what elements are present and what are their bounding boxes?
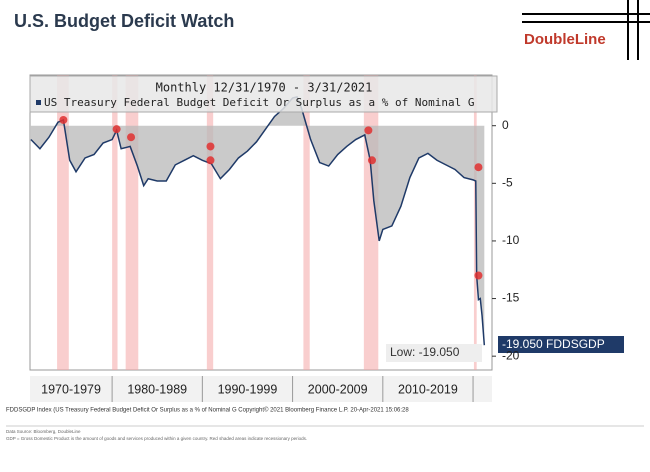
chart-title: U.S. Budget Deficit Watch xyxy=(14,11,234,31)
low-label: Low: -19.050 xyxy=(390,345,460,359)
y-tick-label: 0 xyxy=(502,118,509,132)
recession-band xyxy=(57,75,69,370)
legend-box xyxy=(29,75,498,113)
low-box xyxy=(386,344,482,362)
marker xyxy=(474,163,483,172)
x-tick-label: 1980-1989 xyxy=(127,382,187,396)
logo: DoubleLine xyxy=(524,31,606,48)
source: Data Source: Bloomberg, DoubleLine xyxy=(6,429,81,434)
y-tick-label: -10 xyxy=(502,233,520,247)
legend-item: US Treasury Federal Budget Deficit Or Su… xyxy=(44,96,474,109)
recession-band xyxy=(125,75,139,370)
last-label: -19.050 FDDSGDP xyxy=(502,337,605,351)
x-tick-label: 2010-2019 xyxy=(398,382,458,396)
x-axis-band xyxy=(30,376,492,402)
marker xyxy=(127,133,136,142)
y-tick-label: -5 xyxy=(502,175,513,189)
marker xyxy=(112,125,121,134)
recession-band xyxy=(112,75,118,370)
x-tick-label: 1990-1999 xyxy=(218,382,278,396)
plot-area xyxy=(29,74,493,371)
last-box xyxy=(498,336,624,353)
marker xyxy=(367,156,376,165)
marker xyxy=(206,142,215,151)
x-tick-label: 2000-2009 xyxy=(308,382,368,396)
note: GDP = Gross Domestic Product is the amou… xyxy=(6,436,307,441)
y-tick-label: -20 xyxy=(502,348,520,362)
marker xyxy=(364,126,373,135)
legend-header: Monthly 12/31/1970 - 3/31/2021 xyxy=(156,81,373,95)
footer: FDDSGDP Index (US Treasury Federal Budge… xyxy=(6,407,409,414)
x-tick-label: 1970-1979 xyxy=(41,382,101,396)
y-tick-label: -15 xyxy=(502,291,520,305)
marker xyxy=(206,156,215,165)
recession-band xyxy=(303,75,310,370)
legend-swatch xyxy=(36,100,41,105)
marker xyxy=(474,271,483,280)
marker xyxy=(59,115,68,124)
recession-band xyxy=(206,75,214,370)
recession-band xyxy=(473,75,477,370)
